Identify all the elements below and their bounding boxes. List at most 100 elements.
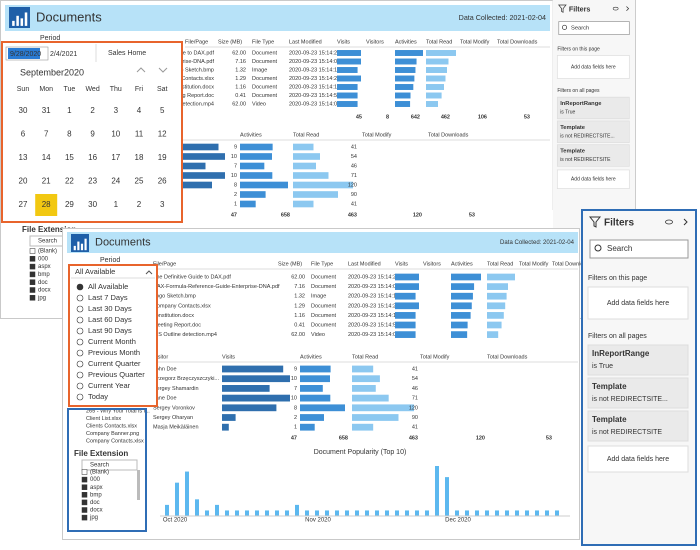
calendar-day[interactable]: 3 [160, 200, 165, 209]
checkbox[interactable] [81, 476, 88, 483]
prev-month[interactable] [136, 67, 146, 73]
calendar-day[interactable]: 3 [114, 106, 119, 115]
bar [395, 510, 399, 516]
checkbox[interactable] [81, 499, 88, 506]
checkbox[interactable] [29, 248, 36, 254]
calendar-day[interactable]: 2 [90, 106, 95, 115]
radio[interactable] [76, 393, 84, 401]
calendar-day[interactable]: 26 [158, 177, 167, 186]
calendar-day[interactable]: 1 [114, 200, 119, 209]
calendar-day[interactable]: 23 [88, 177, 97, 186]
radio[interactable] [76, 360, 84, 368]
filter-search[interactable] [589, 239, 689, 259]
calendar-day[interactable]: 7 [44, 130, 49, 139]
search-box[interactable] [81, 459, 138, 471]
checkbox[interactable] [29, 287, 36, 293]
calendar-day[interactable]: 22 [65, 177, 74, 186]
calendar-day[interactable]: 30 [19, 106, 28, 115]
filter-card[interactable] [556, 144, 630, 167]
period-option[interactable]: Last 30 Days [88, 304, 132, 313]
calendar-day[interactable]: 2 [137, 200, 142, 209]
data-label: 71 [412, 396, 418, 402]
section-title: Filters on this page [588, 275, 647, 282]
calendar-day[interactable]: 16 [88, 153, 97, 162]
table-bar [222, 394, 290, 402]
calendar-day[interactable]: 8 [67, 130, 72, 139]
calendar-day[interactable]: 18 [135, 153, 144, 162]
calendar-day[interactable]: 13 [19, 153, 28, 162]
calendar-day[interactable]: 25 [135, 177, 144, 186]
collapse-icon[interactable] [626, 6, 630, 12]
filter-card[interactable] [556, 120, 630, 143]
filter-card[interactable] [556, 96, 630, 120]
dropdown-current[interactable]: All Available [75, 267, 115, 276]
radio[interactable] [76, 382, 84, 390]
page-link[interactable]: Sales Home [108, 50, 146, 57]
radio[interactable] [76, 316, 84, 324]
calendar-day[interactable]: 10 [111, 130, 120, 139]
calendar-day[interactable]: 27 [19, 200, 28, 209]
period-option[interactable]: Last 7 Days [88, 293, 128, 302]
checkbox[interactable] [81, 514, 88, 521]
period-dropdown: All Available All Available Last 7 Days Las… [68, 264, 158, 407]
checkbox[interactable] [29, 263, 36, 270]
visitor-name: Grzegorz Brzęczyszczyki... [153, 376, 219, 382]
calendar-day[interactable]: 21 [42, 177, 51, 186]
period-option[interactable]: Previous Month [88, 348, 140, 357]
period-option[interactable]: Last 60 Days [88, 315, 132, 324]
file-name: Meeting Report.doc [166, 93, 214, 99]
calendar-day[interactable]: 1 [67, 106, 72, 115]
calendar-day[interactable]: 6 [21, 130, 26, 139]
start-date[interactable]: 9/28/2020 [10, 51, 41, 58]
period-option[interactable]: Current Year [88, 381, 131, 390]
calendar-day[interactable]: 31 [42, 106, 51, 115]
period-option[interactable]: Today [88, 392, 108, 401]
period-option[interactable]: Current Quarter [88, 359, 141, 368]
calendar-day[interactable]: 30 [88, 200, 97, 209]
radio[interactable] [76, 283, 84, 291]
period-option[interactable]: All Available [88, 282, 128, 291]
radio[interactable] [76, 371, 84, 379]
calendar-day[interactable]: 9 [90, 130, 95, 139]
calendar-day[interactable]: 28 [42, 200, 51, 209]
checkbox[interactable] [29, 271, 36, 278]
collapse-icon[interactable] [683, 218, 688, 226]
filter-card[interactable] [587, 377, 689, 409]
radio[interactable] [76, 305, 84, 313]
calendar-day[interactable]: 15 [65, 153, 74, 162]
table-bar [240, 153, 272, 160]
radio[interactable] [76, 338, 84, 346]
period-option[interactable]: Current Month [88, 337, 136, 346]
column-header: Total Read [293, 132, 319, 138]
checkbox[interactable] [29, 279, 36, 285]
checkbox[interactable] [29, 256, 36, 262]
calendar-day[interactable]: 14 [42, 153, 51, 162]
checkbox[interactable] [81, 507, 88, 513]
calendar-day[interactable]: 20 [19, 177, 28, 186]
filter-search[interactable] [558, 21, 630, 35]
checkbox[interactable] [81, 484, 88, 490]
period-option[interactable]: Last 90 Days [88, 326, 132, 335]
data-label: 71 [351, 173, 357, 179]
calendar-day[interactable]: 5 [160, 106, 165, 115]
filter-field: InReportRange [560, 101, 601, 107]
radio[interactable] [76, 327, 84, 335]
checkbox[interactable] [81, 469, 88, 475]
radio[interactable] [76, 349, 84, 357]
radio[interactable] [76, 294, 84, 302]
calendar-day[interactable]: 12 [158, 130, 167, 139]
calendar-day[interactable]: 24 [111, 177, 120, 186]
calendar-day[interactable]: 17 [111, 153, 120, 162]
filter-card[interactable] [587, 410, 689, 442]
scrollbar [137, 470, 140, 500]
period-option[interactable]: Previous Quarter [88, 370, 145, 379]
calendar-day[interactable]: 19 [158, 153, 167, 162]
next-month[interactable] [158, 67, 168, 73]
calendar-day[interactable]: 4 [137, 106, 142, 115]
calendar-day[interactable]: 11 [135, 130, 144, 139]
checkbox[interactable] [29, 295, 36, 301]
filter-card[interactable] [587, 344, 689, 376]
checkbox[interactable] [81, 492, 88, 498]
end-date[interactable]: 2/4/2021 [50, 51, 77, 58]
calendar-day[interactable]: 29 [65, 200, 74, 209]
